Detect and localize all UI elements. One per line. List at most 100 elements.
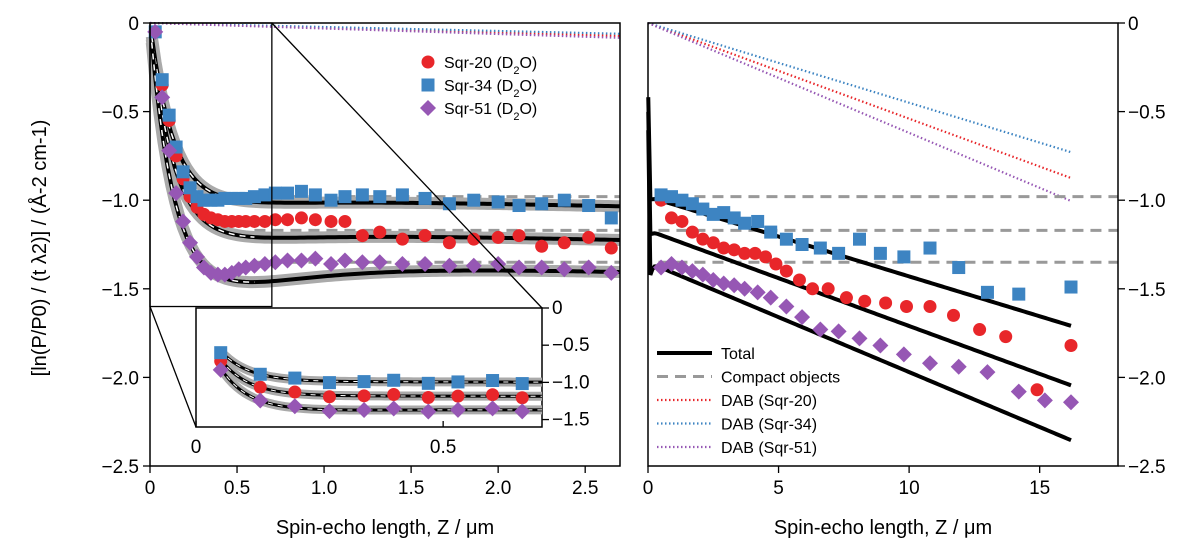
data-point-sqr20	[717, 241, 731, 255]
data-point-sqr34	[582, 199, 596, 213]
inset-y-tick-label: −1.0	[552, 372, 590, 393]
data-point-sqr20	[792, 273, 806, 287]
data-point-sqr51	[511, 259, 528, 276]
data-point-sqr34	[338, 190, 352, 204]
right-panel: 0 −0.5 −1.0 −1.5 −2.0 −2.5 0 5 10 15 Spin-echo len…	[643, 14, 1166, 538]
y-tick-label: −0.5	[1128, 103, 1166, 124]
x-tick-label: 0	[145, 478, 156, 499]
x-tick-label: 1.0	[311, 478, 337, 499]
total-fit-curve	[149, 42, 621, 285]
legend-label: Sqr-51 (D2O)	[444, 101, 537, 123]
data-point-sqr34	[706, 207, 720, 221]
zoom-connector	[271, 22, 543, 309]
data-point-sqr34	[281, 186, 295, 200]
data-point-sqr34	[512, 199, 526, 213]
data-point-sqr51	[762, 289, 779, 306]
y-axis-title: [ln(P/P0) / (t λ2)] / (Å-2 cm-1)	[28, 120, 51, 377]
data-point-sqr20	[821, 282, 835, 296]
y-tick-label: 0	[128, 14, 139, 35]
data-point-sqr51	[490, 255, 507, 272]
inset-point-sqr20	[288, 385, 302, 399]
data-point-sqr34	[442, 197, 456, 211]
data-point-sqr34	[308, 188, 322, 202]
data-point-sqr20	[706, 236, 720, 250]
data-point-sqr20	[442, 236, 456, 250]
data-point-sqr51	[323, 255, 340, 272]
data-point-sqr34	[717, 206, 731, 220]
data-point-sqr51	[307, 250, 324, 267]
inset-point-sqr51	[385, 400, 402, 417]
y-tick-label: −0.5	[101, 103, 139, 124]
inset-point-sqr51	[514, 403, 531, 420]
data-point-sqr51	[394, 255, 411, 272]
dab-curve	[149, 21, 621, 35]
data-point-sqr34	[853, 232, 866, 246]
data-point-sqr34	[1064, 280, 1078, 294]
data-point-sqr51	[293, 252, 310, 269]
data-point-sqr20	[858, 294, 872, 308]
inset-y-tick-label: −1.5	[552, 410, 590, 431]
data-point-sqr20	[294, 211, 308, 225]
inset-point-sqr20	[387, 387, 401, 401]
inset-point-sqr20	[253, 380, 267, 394]
data-point-sqr20	[604, 241, 618, 255]
inset-x-tick-label: 0	[191, 437, 202, 458]
data-point-sqr34	[467, 193, 481, 207]
data-point-sqr34	[795, 238, 809, 251]
data-point-sqr20	[999, 330, 1013, 344]
total-fit-curve	[149, 36, 621, 209]
x-tick-label: 2.0	[485, 478, 511, 499]
legend-marker-sqr34	[421, 78, 435, 92]
data-point-sqr34	[952, 261, 966, 275]
data-point-sqr51	[417, 255, 434, 272]
data-point-sqr20	[557, 236, 571, 250]
zoom-connector	[149, 306, 197, 428]
data-point-sqr20	[748, 246, 762, 260]
data-point-sqr51	[872, 337, 889, 354]
data-point-sqr51	[979, 364, 996, 381]
data-point-sqr51	[736, 280, 753, 297]
data-point-sqr20	[839, 291, 853, 305]
inset-point-sqr34	[214, 346, 228, 360]
data-point-sqr34	[813, 241, 827, 255]
inset-point-sqr20	[515, 391, 529, 405]
x-axis-title: Spin-echo length, Z / μm	[774, 517, 992, 538]
confidence-band	[145, 41, 621, 289]
data-point-sqr51	[354, 254, 371, 271]
data-point-sqr51	[189, 248, 205, 265]
y-tick-label: −1.5	[101, 280, 139, 301]
data-point-sqr51	[556, 261, 573, 278]
inset-point-sqr20	[486, 388, 500, 402]
inset-point-sqr20	[357, 389, 371, 403]
data-point-sqr20	[247, 214, 261, 228]
data-point-sqr34	[268, 186, 282, 200]
data-point-sqr51	[182, 234, 199, 251]
data-point-sqr20	[395, 232, 409, 246]
data-point-sqr34	[418, 191, 432, 205]
data-point-sqr34	[395, 188, 409, 202]
x-tick-label: 15	[1029, 478, 1050, 499]
data-point-sqr34	[873, 246, 887, 260]
data-point-sqr51	[147, 23, 164, 40]
data-point-sqr34	[923, 241, 937, 255]
plot-frame	[149, 22, 621, 467]
data-point-sqr51	[1063, 394, 1079, 411]
data-point-sqr20	[779, 264, 793, 278]
data-point-sqr51	[441, 257, 458, 274]
data-point-sqr34	[491, 195, 505, 209]
data-point-sqr20	[512, 229, 526, 243]
data-point-sqr34	[176, 165, 190, 179]
inset-point-sqr34	[288, 371, 302, 385]
data-point-sqr51	[161, 142, 178, 159]
data-point-sqr34	[373, 190, 387, 204]
data-point-sqr34	[324, 193, 338, 207]
data-point-sqr51	[175, 213, 192, 230]
data-point-sqr34	[897, 250, 911, 264]
data-point-sqr20	[324, 214, 338, 228]
data-point-sqr34	[294, 184, 308, 198]
data-point-sqr51	[1010, 383, 1027, 400]
y-tick-label: −2.5	[101, 457, 139, 478]
data-point-sqr20	[258, 214, 272, 228]
data-point-sqr34	[247, 190, 261, 204]
